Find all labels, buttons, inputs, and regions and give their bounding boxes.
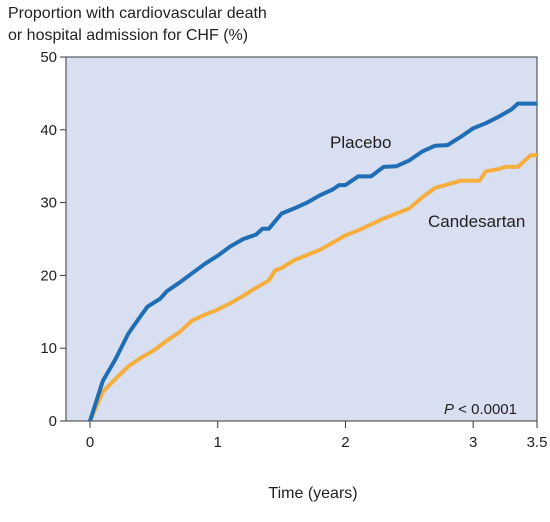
series-line-candesartan [88, 153, 537, 422]
x-tick-label: 3.5 [527, 434, 548, 451]
series-line-placebo [88, 101, 537, 422]
y-tick-label: 30 [40, 195, 57, 212]
series-label-placebo: Placebo [330, 133, 391, 152]
y-axis-title-line-1: Proportion with cardiovascular death [8, 5, 267, 22]
series-label-candesartan: Candesartan [428, 212, 525, 231]
x-tick-label: 0 [86, 434, 94, 451]
y-tick-label: 50 [40, 49, 57, 66]
y-tick-label: 0 [49, 413, 57, 430]
y-tick-label: 40 [40, 122, 57, 139]
y-tick-label: 20 [40, 267, 57, 284]
x-tick-label: 2 [341, 434, 349, 451]
x-tick-label: 1 [214, 434, 222, 451]
p-value-italic: P [444, 401, 454, 418]
plot-area [65, 56, 538, 422]
y-tick-label: 10 [40, 340, 57, 357]
x-axis-title: Time (years) [268, 485, 357, 502]
y-axis-title-line-2: or hospital admission for CHF (%) [8, 27, 248, 44]
p-value-rest: < 0.0001 [454, 401, 517, 418]
p-value-annotation: P < 0.0001 [444, 401, 517, 418]
x-tick-label: 3 [469, 434, 477, 451]
